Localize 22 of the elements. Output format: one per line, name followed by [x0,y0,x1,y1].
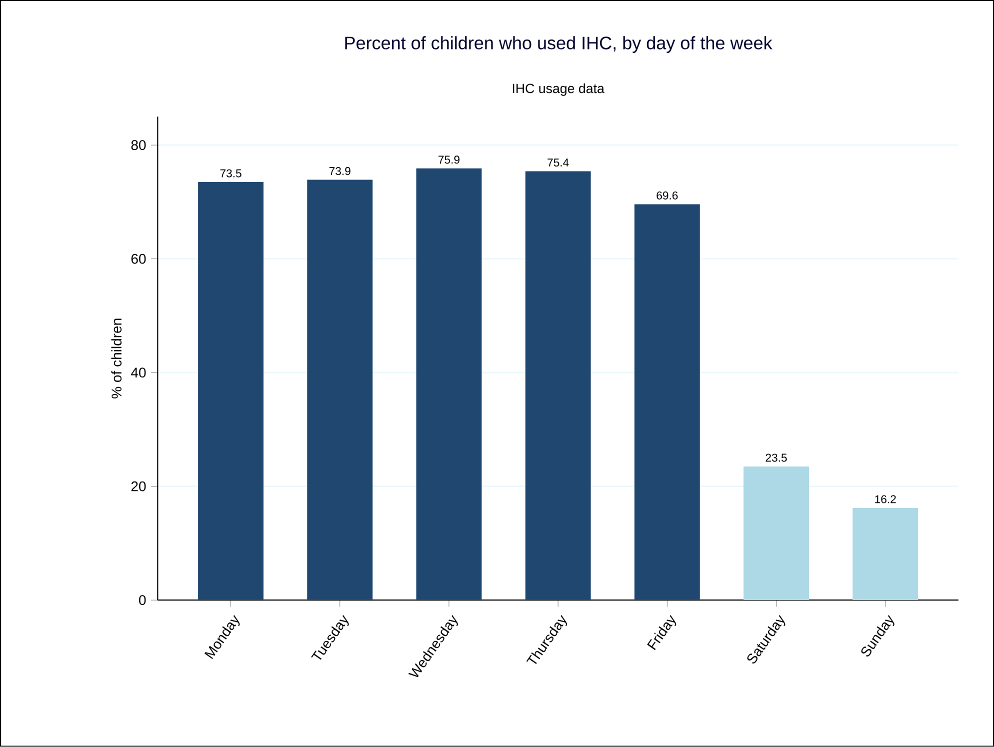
y-axis-title: % of children [111,318,122,398]
data-label: 73.5 [220,169,242,178]
y-tick-label: 20 [131,482,146,492]
data-label: 69.6 [656,192,678,200]
data-label: 75.4 [548,158,569,167]
bar [852,508,918,600]
y-tick-label: 60 [131,254,146,264]
data-label: 75.9 [438,156,460,164]
y-tick-label: 40 [131,368,146,378]
bar [744,466,809,600]
data-label: 16.2 [875,495,896,504]
chart-title: Percent of children who used IHC, by day of the week [345,36,772,54]
data-label: 73.9 [329,167,350,176]
y-tick-label: 0 [139,595,146,606]
data-label: 23.5 [766,454,787,462]
y-tick-label: 80 [131,140,146,150]
bar [198,182,264,600]
bar [634,204,700,600]
bar [525,171,591,600]
bar [416,168,482,600]
chart-subtitle: IHC usage data [512,84,604,96]
bar [307,180,373,600]
